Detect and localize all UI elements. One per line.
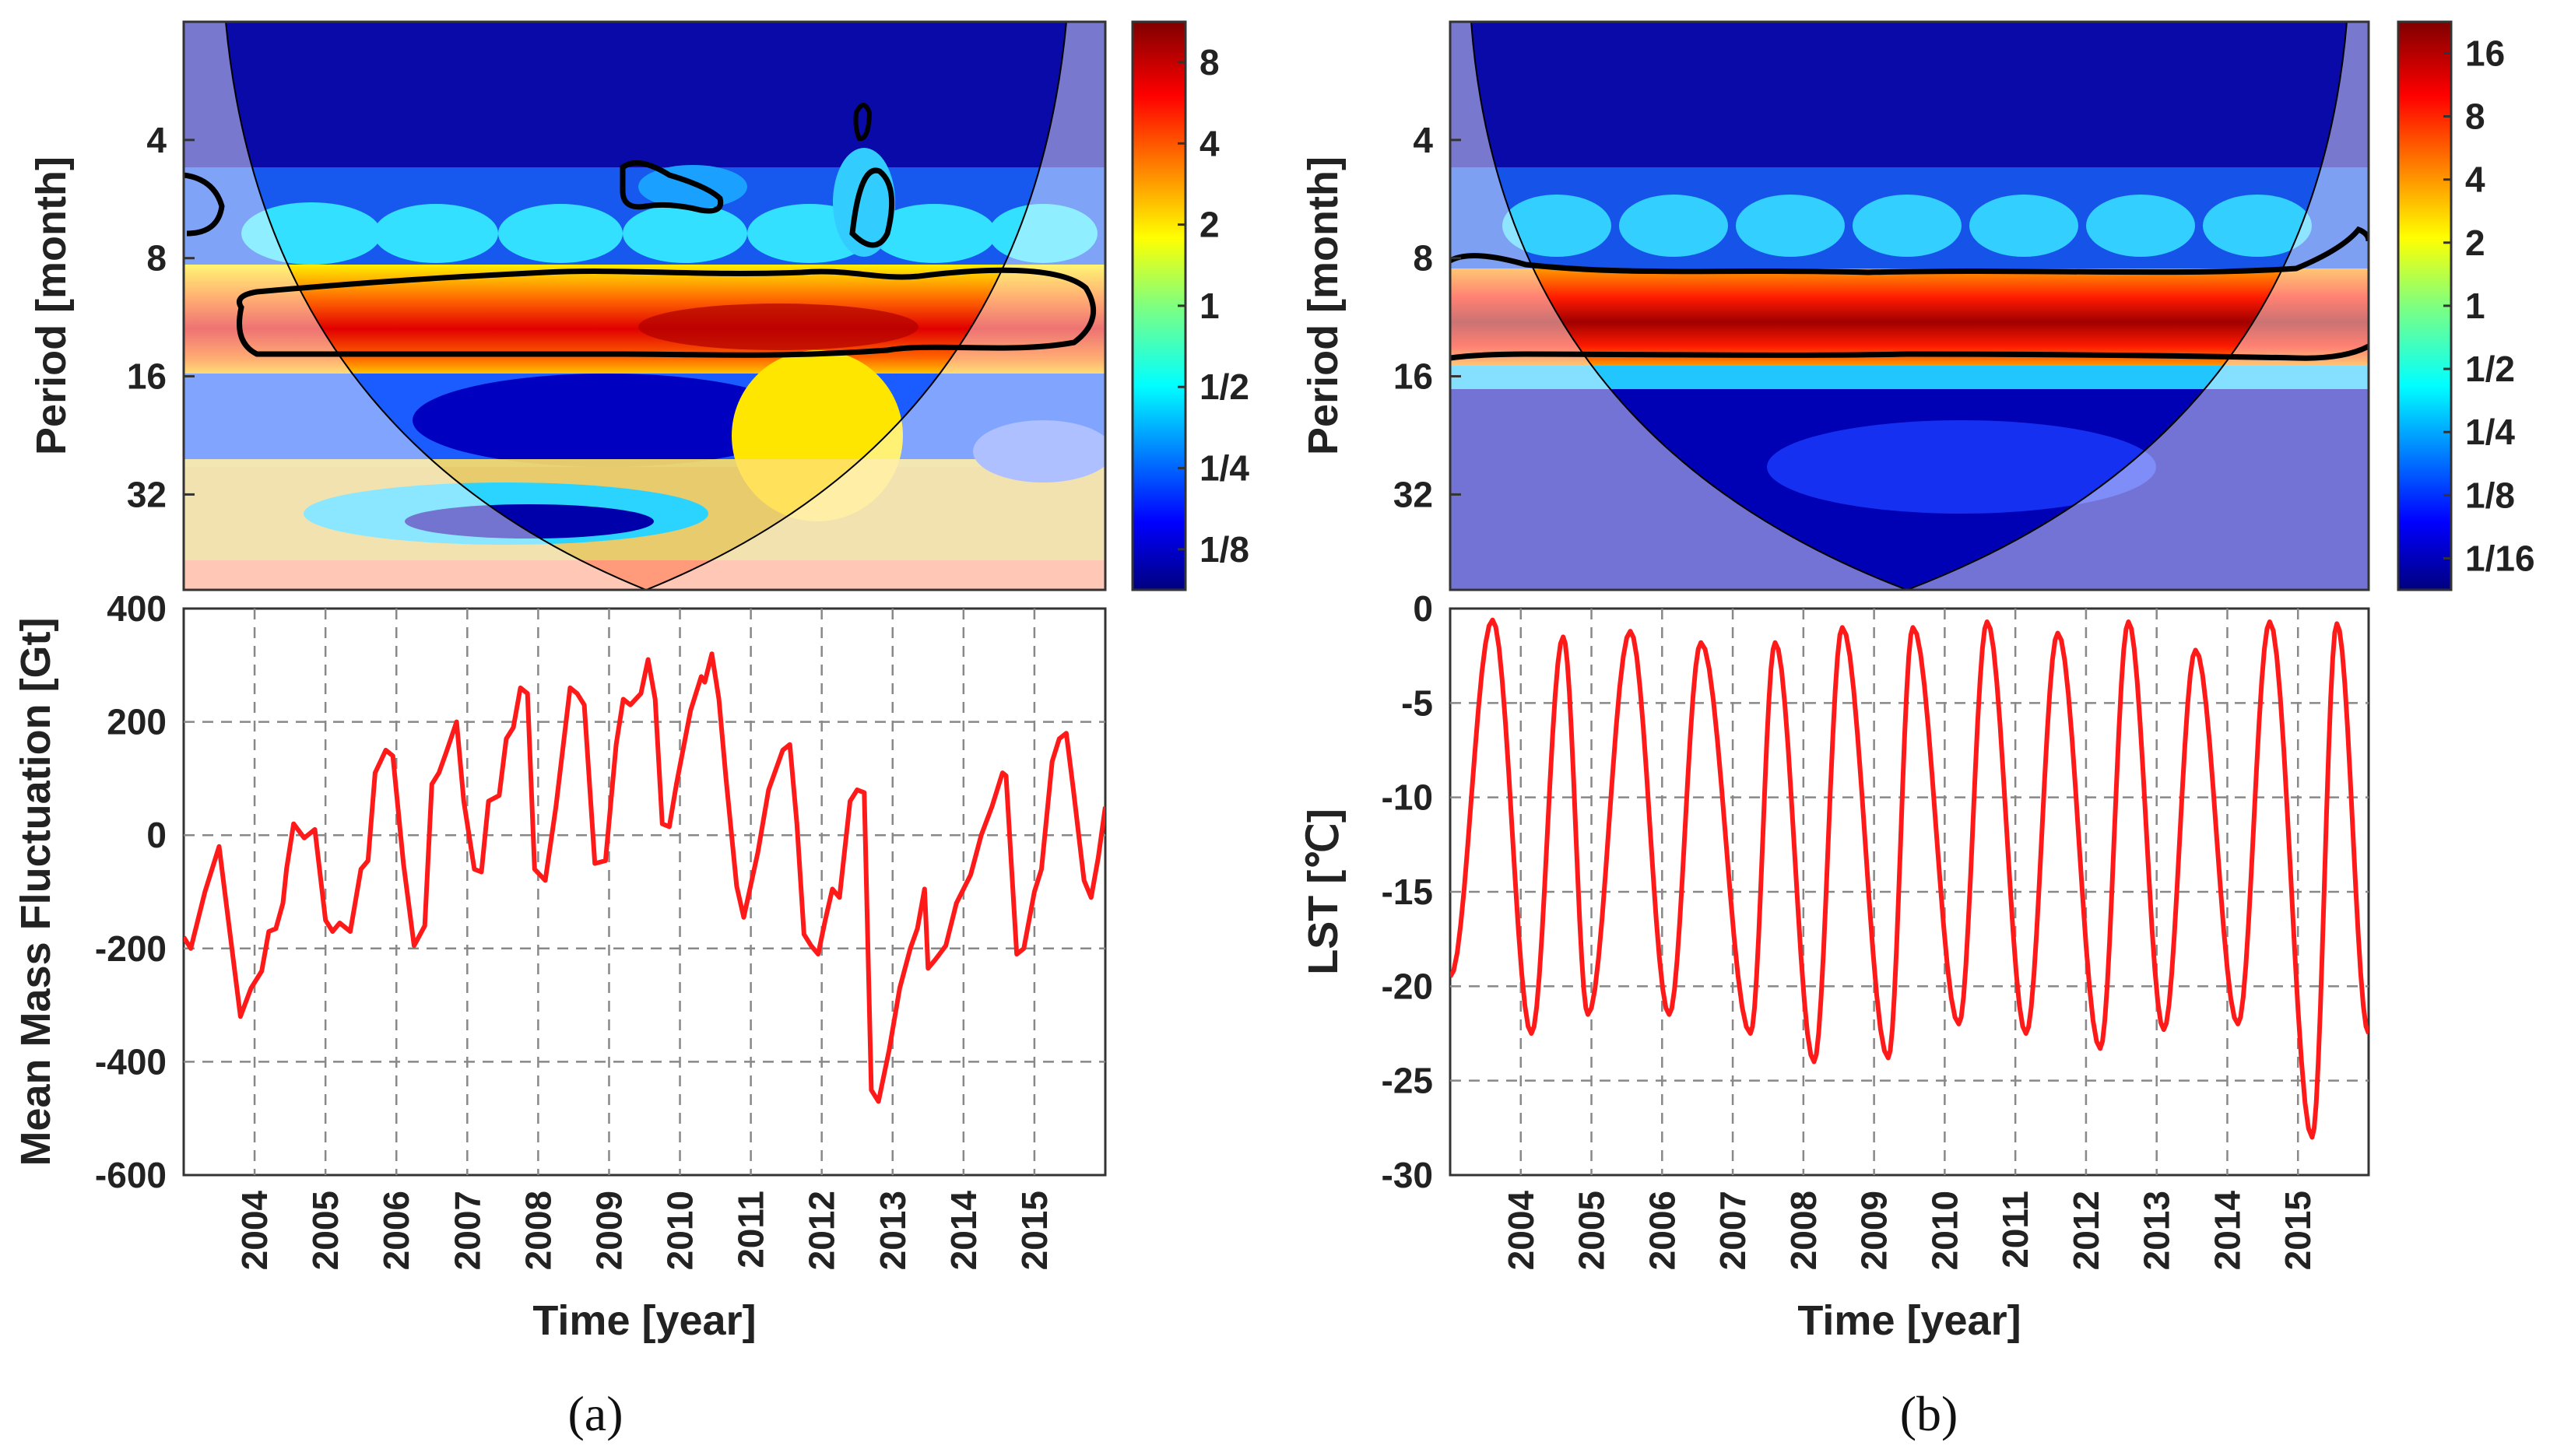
- line-b-xtick-5: 2009: [1854, 1191, 1895, 1270]
- line-a-xtick-5: 2009: [588, 1191, 629, 1270]
- heatmap-a-frame: [182, 20, 1107, 591]
- line-a-xtick-4: 2008: [518, 1191, 558, 1270]
- line-a-ytick-4: -400: [95, 1041, 167, 1082]
- tick-labels: 48163248163284211/21/41/81684211/21/41/8…: [95, 33, 2535, 1270]
- line-b-xtick-9: 2013: [2137, 1191, 2177, 1270]
- colorbar-a-tick-3: 1: [1199, 286, 1220, 326]
- colorbar-a-tick-5: 1/4: [1199, 448, 1249, 489]
- heatmap-a-ytick-0: 4: [146, 120, 167, 160]
- line-b-xtick-11: 2015: [2278, 1191, 2318, 1270]
- line-a-frame: [182, 607, 1107, 1177]
- line-b-xtick-7: 2011: [1995, 1191, 2035, 1268]
- heatmap-b-ytick-3: 32: [1393, 474, 1433, 514]
- line-b-ytick-1: -5: [1401, 682, 1433, 723]
- series-a: [184, 651, 1105, 1104]
- line-b-xtick-10: 2014: [2207, 1191, 2247, 1271]
- line-a-xtick-8: 2012: [802, 1191, 842, 1270]
- colorbar-b-tick-8: 1/16: [2465, 538, 2535, 578]
- ylabel-line-b: LST [℃]: [1300, 809, 1347, 975]
- line-a-ytick-2: 0: [146, 815, 167, 855]
- line-b-ytick-5: -25: [1382, 1061, 1433, 1101]
- series-b-line: [1450, 617, 2369, 1140]
- colorbar-a-tick-1: 4: [1199, 123, 1220, 163]
- line-b-xtick-8: 2012: [2066, 1191, 2106, 1270]
- line-b-xtick-0: 2004: [1501, 1191, 1541, 1271]
- line-b-xtick-4: 2008: [1783, 1191, 1824, 1270]
- series-a-line: [184, 651, 1105, 1104]
- line-b-ytick-2: -10: [1382, 777, 1433, 818]
- colorbar-b-tick-2: 4: [2465, 160, 2485, 200]
- colorbar-a: [1131, 20, 1187, 591]
- grid-b: [1450, 609, 2369, 1175]
- colorbar-a-tick-4: 1/2: [1199, 367, 1249, 407]
- ylabel-heatmap-a: Period [month]: [28, 156, 75, 455]
- line-b-xtick-6: 2010: [1924, 1191, 1965, 1270]
- line-b-ytick-6: -30: [1382, 1155, 1433, 1195]
- line-a-xtick-11: 2015: [1014, 1191, 1055, 1270]
- line-a-xtick-10: 2014: [943, 1191, 984, 1271]
- line-b-xtick-1: 2005: [1572, 1191, 1612, 1270]
- heatmap-b-frame: [1449, 20, 2370, 591]
- heatmap-a-ytick-3: 32: [127, 474, 167, 514]
- heatmap-b-ytick-2: 16: [1393, 356, 1433, 397]
- heatmap-a-ytick-1: 8: [146, 238, 167, 279]
- line-a-ytick-5: -600: [95, 1155, 167, 1195]
- caption-b: (b): [1900, 1386, 1958, 1441]
- xlabel-line-b: Time [year]: [1797, 1297, 2021, 1344]
- line-b-ytick-0: 0: [1413, 588, 1433, 629]
- colorbar-b-tick-4: 1: [2465, 286, 2485, 326]
- xlabel-line-a: Time [year]: [532, 1297, 756, 1344]
- line-a-xtick-2: 2006: [376, 1191, 416, 1270]
- colorbar-b-tick-7: 1/8: [2465, 475, 2515, 515]
- colorbar-b-tick-0: 16: [2465, 33, 2505, 73]
- colorbar-a-tick-2: 2: [1199, 205, 1220, 245]
- line-b-ytick-4: -20: [1382, 966, 1433, 1006]
- line-a-xtick-1: 2005: [305, 1191, 346, 1270]
- ylabel-line-a: Mean Mass Fluctuation [Gt]: [12, 617, 59, 1166]
- line-a-ytick-0: 400: [107, 588, 167, 629]
- line-a-ytick-3: -200: [95, 928, 167, 969]
- colorbar-b: [2397, 20, 2453, 591]
- heatmap-a: [184, 22, 1105, 590]
- colorbar-a-tick-6: 1/8: [1199, 529, 1249, 570]
- line-b-xtick-2: 2006: [1642, 1191, 1682, 1270]
- line-b-ytick-3: -15: [1382, 872, 1433, 912]
- line-a-xtick-6: 2010: [660, 1191, 701, 1270]
- heatmap-b-ytick-0: 4: [1413, 120, 1433, 160]
- heatmap-a-ytick-2: 16: [127, 356, 167, 397]
- line-a-xtick-9: 2013: [873, 1191, 913, 1270]
- colorbar-b-tick-6: 1/4: [2465, 412, 2515, 452]
- heatmap-b-ytick-1: 8: [1413, 238, 1433, 279]
- colorbar-a-tick-0: 8: [1199, 42, 1220, 82]
- line-a-xtick-7: 2011: [731, 1191, 771, 1268]
- series-b: [1450, 617, 2369, 1140]
- line-b-xtick-3: 2007: [1712, 1191, 1753, 1270]
- heatmap-b: [1450, 22, 2369, 590]
- ylabel-heatmap-b: Period [month]: [1300, 156, 1347, 455]
- colorbar-b-tick-5: 1/2: [2465, 349, 2515, 389]
- line-a-xtick-3: 2007: [447, 1191, 487, 1270]
- line-a-ytick-1: 200: [107, 702, 167, 742]
- colorbar-b-tick-1: 8: [2465, 96, 2485, 137]
- caption-a: (a): [567, 1386, 623, 1441]
- colorbar-b-tick-3: 2: [2465, 223, 2485, 263]
- line-a-xtick-0: 2004: [234, 1191, 275, 1271]
